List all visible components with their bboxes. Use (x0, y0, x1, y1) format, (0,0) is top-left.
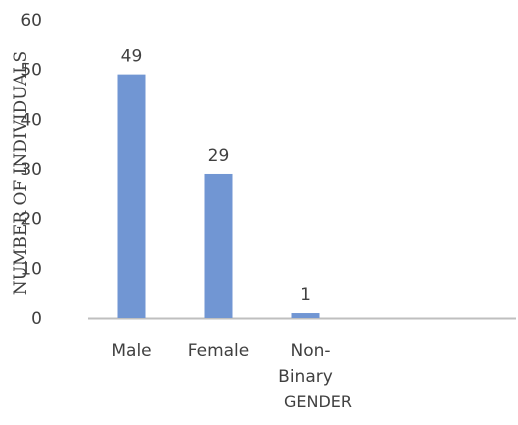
y-axis-title: NUMBER OF INDIVIDUALS (11, 51, 31, 295)
category-label-female: Female (188, 341, 249, 361)
y-tick-0: 0 (31, 309, 42, 329)
y-tick-labels: 0 10 20 30 40 50 60 (20, 11, 42, 329)
y-tick-10: 10 (20, 259, 42, 279)
category-label-non-binary: Non-Binary (278, 341, 333, 387)
bar-male (117, 74, 146, 318)
y-tick-20: 20 (20, 210, 42, 230)
data-label-male: 49 (121, 47, 143, 67)
bar-non-binary (291, 313, 320, 318)
data-label-non-binary: 1 (300, 285, 311, 305)
category-label-male: Male (111, 341, 151, 361)
y-tick-50: 50 (20, 61, 42, 81)
bar-female (204, 173, 233, 318)
data-labels: 49 29 1 (121, 47, 311, 305)
y-tick-60: 60 (20, 11, 42, 31)
bars (117, 74, 320, 318)
y-tick-40: 40 (20, 110, 42, 130)
data-label-female: 29 (208, 146, 230, 166)
category-labels: Male Female Non-Binary (111, 341, 332, 387)
y-tick-30: 30 (20, 160, 42, 180)
x-axis-title: GENDER (284, 392, 352, 411)
